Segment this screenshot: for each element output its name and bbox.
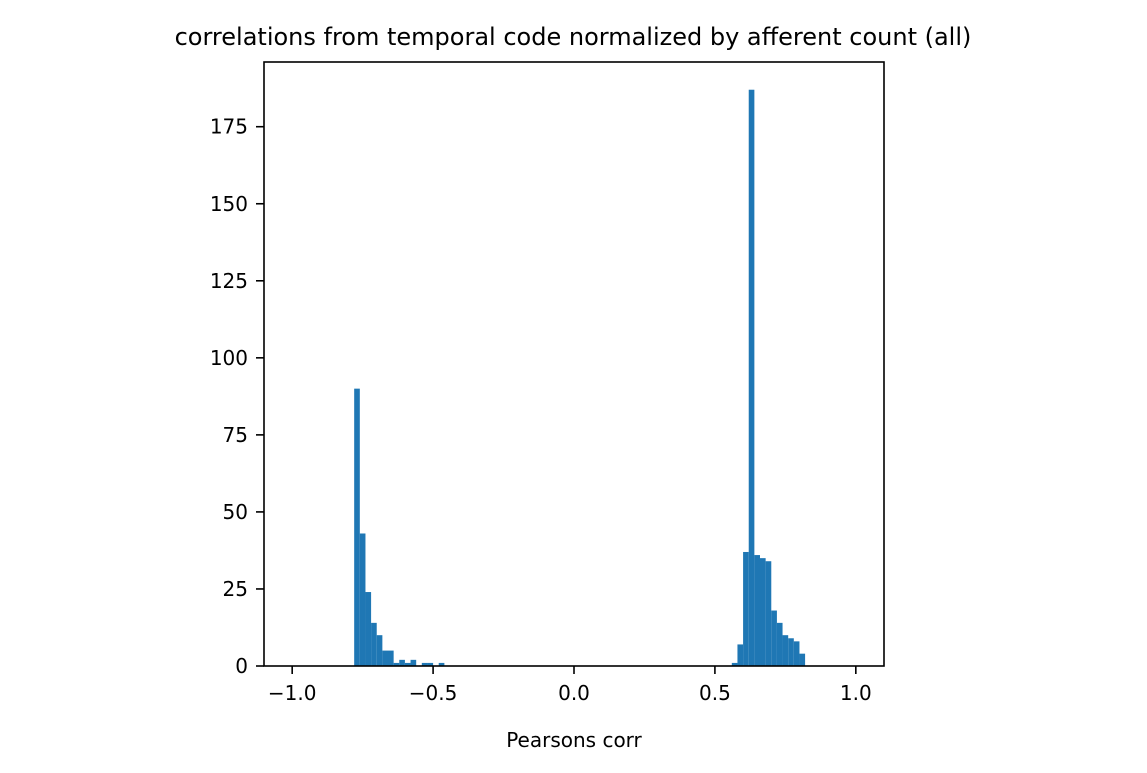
x-axis-label: Pearsons corr (506, 728, 642, 752)
histogram-bar-12 (427, 662, 434, 666)
histogram-bar-2 (365, 592, 372, 666)
histogram-bar-1 (359, 533, 366, 666)
x-tick-label: −1.0 (268, 681, 317, 705)
histogram-bar-14 (731, 662, 738, 666)
histogram-bar-5 (382, 650, 388, 666)
x-tick-label: 0.5 (699, 681, 731, 705)
histogram-bar-16 (743, 551, 749, 666)
histogram-bar-19 (760, 558, 766, 666)
histogram-bar-8 (399, 659, 405, 666)
histogram-bar-23 (782, 635, 789, 666)
histogram-bar-17 (748, 89, 755, 667)
histogram-bar-10 (410, 659, 417, 666)
x-tick-label: 1.0 (840, 681, 872, 705)
histogram-bar-20 (765, 561, 772, 666)
x-axis-ticks: −1.0 −0.5 0.0 0.5 1.0 (268, 666, 872, 705)
y-tick-label: 0 (235, 654, 248, 678)
y-tick-label: 175 (210, 115, 248, 139)
histogram-bar-21 (771, 610, 777, 666)
histogram-bar-9 (404, 662, 411, 666)
histogram-bar-3 (371, 622, 377, 666)
y-tick-label: 100 (210, 346, 248, 370)
histogram-bar-18 (754, 555, 760, 666)
y-tick-label: 150 (210, 192, 248, 216)
y-tick-label: 125 (210, 269, 248, 293)
x-tick-label: 0.0 (558, 681, 590, 705)
histogram-bar-26 (799, 653, 806, 666)
histogram-bar-7 (393, 662, 400, 666)
chart-title: correlations from temporal code normaliz… (175, 23, 972, 51)
y-axis-ticks: 0 25 50 75 100 125 150 175 (210, 115, 264, 678)
histogram-bar-6 (388, 650, 394, 666)
histogram-bar-13 (438, 662, 445, 666)
y-tick-label: 50 (223, 500, 248, 524)
histogram-bar-11 (421, 662, 428, 666)
histogram-bar-24 (788, 638, 794, 666)
x-tick-label: −0.5 (409, 681, 458, 705)
histogram-bar-0 (354, 388, 360, 666)
histogram-bar-22 (776, 622, 783, 666)
histogram-bar-15 (737, 644, 744, 666)
histogram-bar-25 (793, 641, 800, 666)
histogram-bars (354, 89, 806, 667)
histogram-bar-4 (376, 635, 383, 666)
y-tick-label: 75 (223, 423, 248, 447)
y-tick-label: 25 (223, 577, 248, 601)
